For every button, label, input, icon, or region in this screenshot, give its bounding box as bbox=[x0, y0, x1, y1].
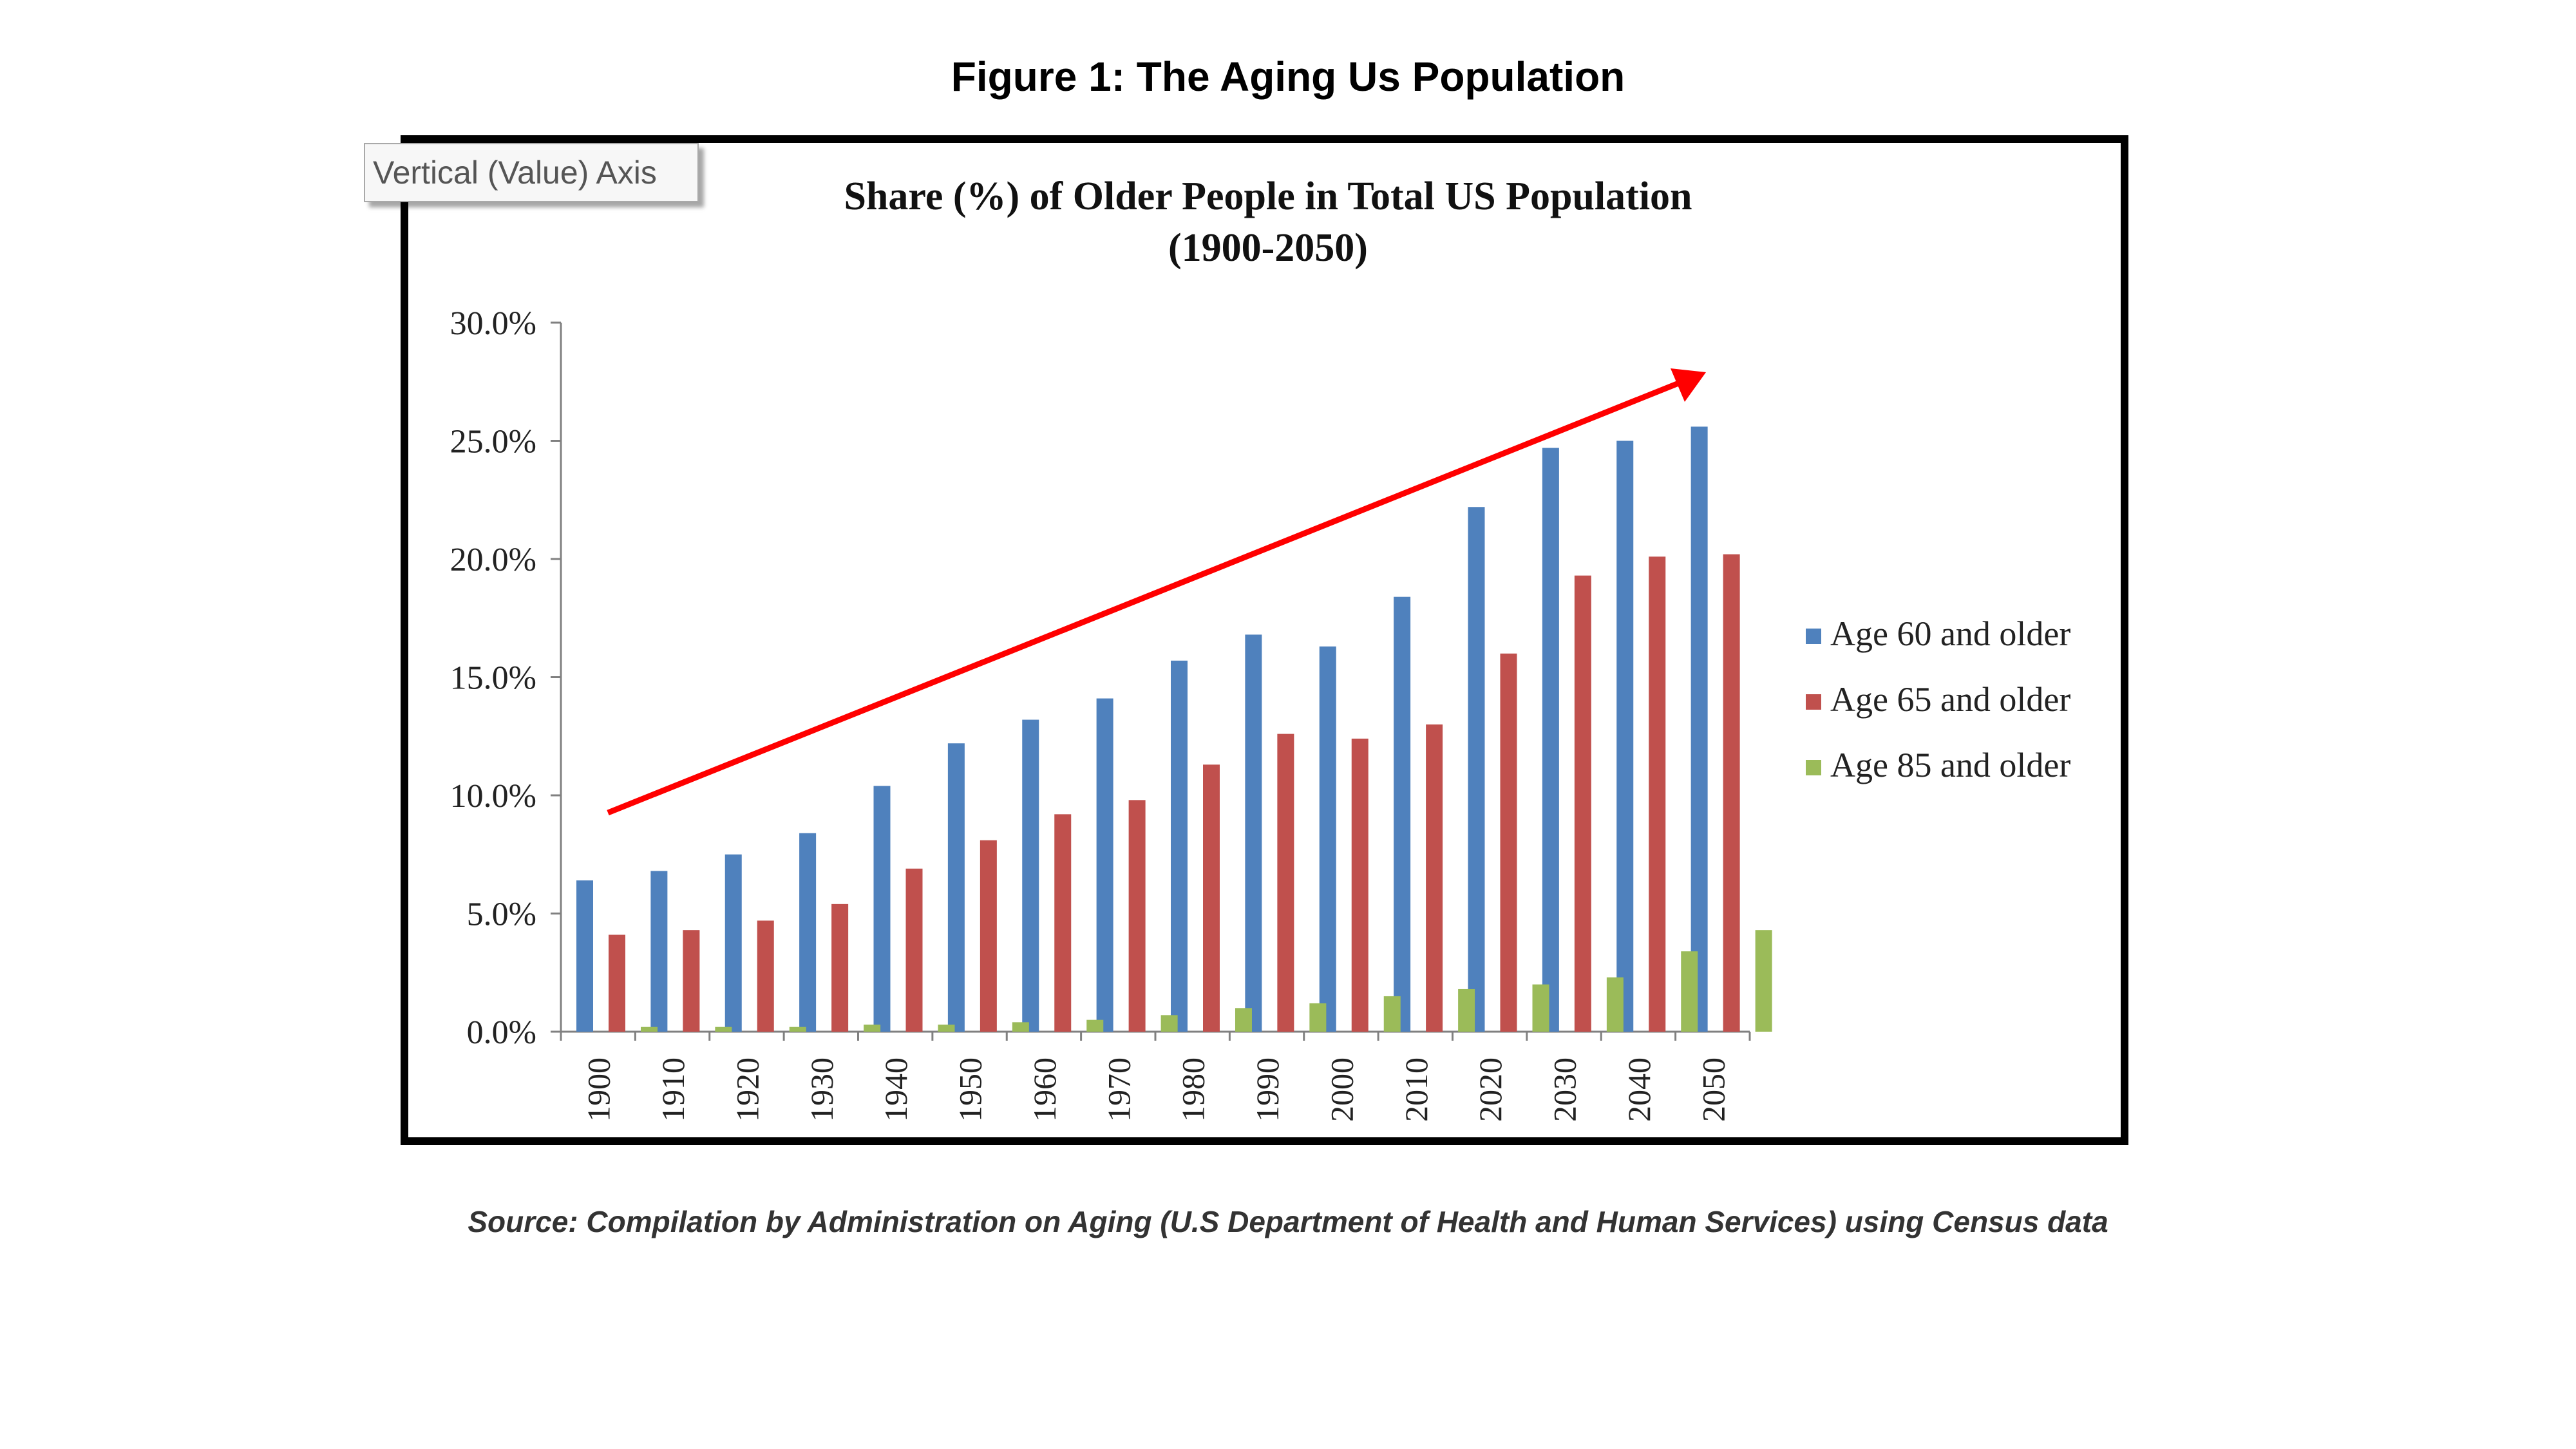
bar-age-65-and-older-1940 bbox=[905, 868, 923, 1032]
bar-age-60-and-older-2020 bbox=[1468, 507, 1485, 1032]
bar-age-60-and-older-1990 bbox=[1245, 634, 1262, 1032]
bar-age-60-and-older-1930 bbox=[799, 833, 817, 1032]
bar-age-60-and-older-2040 bbox=[1616, 440, 1634, 1032]
bar-age-65-and-older-1960 bbox=[1054, 814, 1072, 1032]
bar-age-85-and-older-1910 bbox=[715, 1027, 732, 1032]
bar-age-60-and-older-2050 bbox=[1690, 426, 1708, 1032]
x-tick-label: 1960 bbox=[1027, 1057, 1063, 1122]
x-tick-label: 2020 bbox=[1472, 1057, 1508, 1122]
x-tick-label: 1930 bbox=[804, 1057, 840, 1122]
x-tick-label: 1980 bbox=[1175, 1057, 1211, 1122]
bar-age-60-and-older-1960 bbox=[1022, 719, 1039, 1032]
x-tick-label: 2000 bbox=[1323, 1057, 1359, 1122]
x-tick-label: 1920 bbox=[729, 1057, 765, 1122]
bar-age-85-and-older-1970 bbox=[1160, 1015, 1178, 1032]
bar-age-60-and-older-1980 bbox=[1171, 660, 1188, 1032]
chart-frame: Share (%) of Older People in Total US Po… bbox=[401, 135, 2128, 1145]
bar-age-85-and-older-1940 bbox=[938, 1024, 955, 1032]
bar-age-85-and-older-1930 bbox=[864, 1024, 881, 1032]
bar-age-85-and-older-1960 bbox=[1086, 1019, 1104, 1032]
bar-age-65-and-older-2010 bbox=[1426, 724, 1443, 1032]
trend-arrow bbox=[607, 368, 1706, 816]
bar-age-65-and-older-2050 bbox=[1723, 554, 1740, 1032]
bar-age-60-and-older-1910 bbox=[650, 871, 668, 1032]
bar-age-85-and-older-1920 bbox=[789, 1027, 806, 1032]
bar-age-65-and-older-2020 bbox=[1500, 653, 1517, 1032]
chart: Share (%) of Older People in Total US Po… bbox=[450, 175, 2071, 1122]
x-axis: 1900 1910 1920 1930 1940 1950 1960 1970 1980 1990… bbox=[560, 1030, 1751, 1122]
bar-age-65-and-older-2040 bbox=[1649, 556, 1666, 1032]
bar-age-60-and-older-1940 bbox=[873, 786, 891, 1032]
x-tick-label: 1990 bbox=[1249, 1057, 1285, 1122]
y-tick-label: 20.0% bbox=[450, 542, 536, 578]
axis-tooltip: Vertical (Value) Axis bbox=[364, 143, 699, 202]
bar-age-65-and-older-1910 bbox=[683, 930, 700, 1032]
bar-age-60-and-older-1900 bbox=[576, 880, 593, 1032]
bar-age-60-and-older-2010 bbox=[1394, 596, 1411, 1032]
chart-title: Share (%) of Older People in Total US Po… bbox=[844, 175, 1692, 218]
bar-age-65-and-older-2000 bbox=[1351, 738, 1368, 1032]
bar-age-65-and-older-1900 bbox=[609, 934, 625, 1032]
bar-age-65-and-older-1950 bbox=[980, 840, 997, 1032]
bars bbox=[576, 426, 1772, 1032]
y-tick-label: 5.0% bbox=[467, 896, 536, 933]
x-tick-label: 2040 bbox=[1621, 1057, 1657, 1122]
y-tick-label: 0.0% bbox=[467, 1014, 536, 1051]
x-tick-label: 2030 bbox=[1547, 1057, 1583, 1122]
bar-age-85-and-older-2020 bbox=[1532, 984, 1549, 1032]
bar-age-85-and-older-2010 bbox=[1458, 989, 1475, 1032]
y-tick-label: 30.0% bbox=[450, 305, 536, 342]
bar-age-65-and-older-1930 bbox=[831, 904, 849, 1032]
bar-age-60-and-older-2030 bbox=[1542, 448, 1559, 1032]
figure-title: Figure 1: The Aging Us Population bbox=[951, 53, 1625, 100]
bar-age-85-and-older-1900 bbox=[641, 1027, 658, 1032]
bar-age-85-and-older-1980 bbox=[1235, 1008, 1252, 1032]
y-tick-label: 10.0% bbox=[450, 778, 536, 815]
bar-age-85-and-older-2000 bbox=[1383, 996, 1401, 1032]
legend-swatch bbox=[1806, 629, 1821, 644]
bar-age-85-and-older-2030 bbox=[1606, 977, 1624, 1032]
bar-age-65-and-older-1990 bbox=[1277, 734, 1294, 1032]
bar-age-85-and-older-2040 bbox=[1681, 951, 1698, 1032]
x-tick-label: 1910 bbox=[655, 1057, 691, 1122]
legend-swatch bbox=[1806, 760, 1821, 775]
trend-arrow-line bbox=[607, 379, 1681, 816]
bar-age-65-and-older-1970 bbox=[1128, 800, 1146, 1032]
x-tick-label: 1940 bbox=[878, 1057, 914, 1122]
x-tick-label: 1900 bbox=[581, 1057, 617, 1122]
bar-age-65-and-older-2030 bbox=[1574, 575, 1591, 1032]
x-tick-label: 2010 bbox=[1398, 1057, 1434, 1122]
trend-arrow-head bbox=[1671, 368, 1706, 402]
y-axis: 0.0% 5.0% 10.0% 15.0% 20.0% 25.0% 30.0% bbox=[450, 305, 562, 1051]
y-tick-label: 15.0% bbox=[450, 660, 536, 697]
bar-age-85-and-older-1950 bbox=[1012, 1022, 1029, 1032]
x-tick-label: 1970 bbox=[1101, 1057, 1137, 1122]
bar-age-65-and-older-1980 bbox=[1203, 764, 1220, 1032]
y-tick-label: 25.0% bbox=[450, 424, 536, 460]
legend-label: Age 85 and older bbox=[1830, 746, 2070, 784]
legend-swatch bbox=[1806, 694, 1821, 710]
chart-subtitle: (1900-2050) bbox=[1168, 226, 1368, 270]
x-tick-label: 1950 bbox=[952, 1057, 989, 1122]
bar-age-85-and-older-2050 bbox=[1755, 930, 1772, 1032]
legend-label: Age 65 and older bbox=[1830, 680, 2070, 719]
bar-age-60-and-older-2000 bbox=[1319, 646, 1336, 1032]
bar-age-65-and-older-1920 bbox=[757, 920, 774, 1032]
bar-age-60-and-older-1950 bbox=[947, 743, 965, 1032]
source-note: Source: Compilation by Administration on… bbox=[468, 1205, 2108, 1238]
bar-age-85-and-older-1990 bbox=[1309, 1003, 1327, 1032]
legend: Age 60 and older Age 65 and older Age 85 a… bbox=[1806, 614, 2070, 784]
x-tick-label: 2050 bbox=[1695, 1057, 1731, 1122]
bar-age-60-and-older-1920 bbox=[724, 854, 742, 1032]
bar-age-60-and-older-1970 bbox=[1096, 698, 1113, 1032]
legend-label: Age 60 and older bbox=[1830, 614, 2070, 653]
